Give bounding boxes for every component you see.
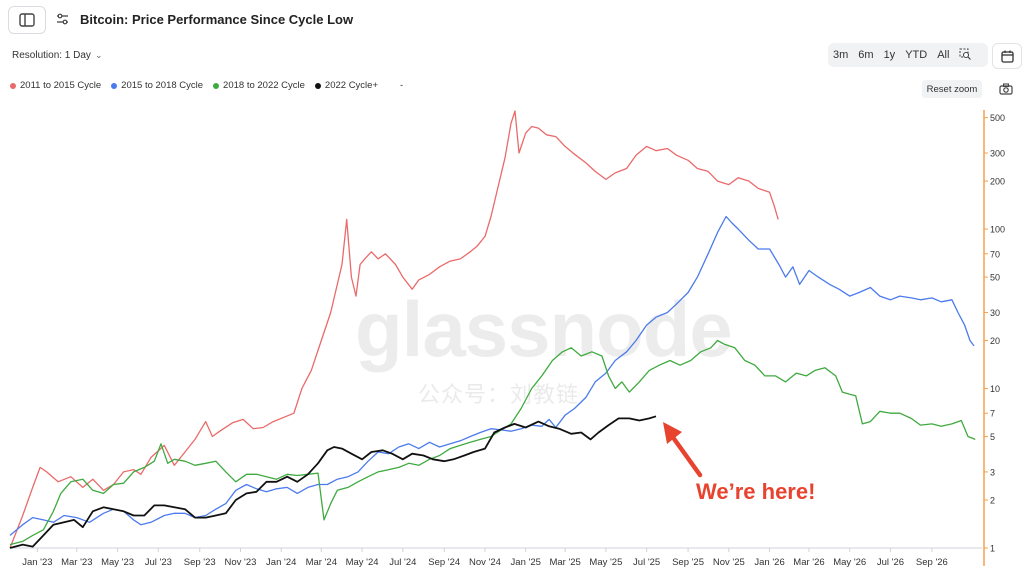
x-tick-label: May '26	[833, 557, 866, 568]
range-ytd-button[interactable]: YTD	[905, 49, 928, 61]
range-6m-button[interactable]: 6m	[858, 49, 874, 61]
x-tick-label: Jan '23	[22, 557, 52, 568]
x-tick-label: Sep '26	[916, 557, 948, 568]
x-tick-label: Nov '25	[713, 557, 745, 568]
x-tick-label: Sep '24	[428, 557, 460, 568]
x-tick-label: Mar '25	[549, 557, 580, 568]
y-tick-label: 30	[990, 308, 1000, 318]
y-tick-label: 1	[990, 544, 995, 554]
zoom-select-button[interactable]	[954, 48, 976, 63]
annotation-arrow-head	[663, 422, 682, 444]
legend-label: 2022 Cycle+	[324, 80, 378, 91]
x-tick-label: Jan '24	[266, 557, 296, 568]
legend-dot	[10, 82, 16, 89]
annotation-arrow-shaft	[669, 433, 703, 478]
y-tick-label: 10	[990, 384, 1000, 394]
range-1y-button[interactable]: 1y	[883, 49, 896, 61]
legend-item-2011-2015[interactable]: 2011 to 2015 Cycle	[10, 80, 101, 91]
x-tick-label: Mar '26	[793, 557, 824, 568]
x-tick-label: Jul '26	[877, 557, 904, 568]
legend-extra: -	[400, 80, 404, 91]
y-tick-label: 3	[990, 467, 995, 477]
legend-item-2022-plus[interactable]: 2022 Cycle+	[314, 80, 378, 91]
x-tick-label: Nov '24	[469, 557, 501, 568]
watermark-brand: glassnode	[355, 285, 733, 373]
range-selector: 3m 6m 1y YTD All	[828, 43, 988, 67]
resolution-dropdown[interactable]: Resolution: 1 Day ⌄	[12, 50, 102, 61]
chart-legend: 2011 to 2015 Cycle 2015 to 2018 Cycle 20…	[10, 80, 403, 91]
reset-zoom-button[interactable]: Reset zoom	[922, 80, 982, 98]
y-tick-label: 500	[990, 113, 1005, 123]
x-tick-label: Sep '25	[672, 557, 704, 568]
y-tick-label: 2	[990, 495, 995, 505]
x-tick-label: Sep '23	[184, 557, 216, 568]
x-tick-label: May '25	[589, 557, 622, 568]
date-range-button[interactable]	[992, 43, 1022, 69]
series-line-4	[9, 415, 657, 549]
watermark-cn: 公众号：刘教链	[418, 382, 580, 407]
legend-dot	[314, 82, 321, 89]
legend-label: 2011 to 2015 Cycle	[20, 80, 102, 91]
range-all-button[interactable]: All	[937, 49, 950, 61]
series-line-2	[9, 215, 975, 536]
y-tick-label: 5	[990, 432, 995, 442]
legend-dot	[111, 82, 118, 89]
y-tick-label: 50	[990, 273, 1000, 283]
calendar-icon	[1000, 50, 1014, 63]
y-tick-label: 7	[990, 409, 995, 419]
legend-dot	[213, 82, 220, 89]
y-tick-label: 100	[990, 225, 1005, 235]
export-image-button[interactable]	[996, 80, 1016, 98]
x-tick-label: Mar '23	[61, 557, 92, 568]
top-bar: Bitcoin: Price Performance Since Cycle L…	[0, 0, 1024, 40]
camera-icon	[999, 83, 1013, 95]
series-line-1	[9, 110, 779, 549]
x-tick-label: May '23	[101, 557, 134, 568]
x-tick-label: May '24	[346, 557, 379, 568]
range-3m-button[interactable]: 3m	[833, 49, 849, 61]
legend-label: 2018 to 2022 Cycle	[223, 80, 305, 91]
y-tick-label: 20	[990, 336, 1000, 346]
y-tick-label: 70	[990, 249, 1000, 259]
resolution-label: Resolution: 1 Day	[12, 50, 91, 61]
metric-settings-button[interactable]	[55, 12, 69, 26]
chevron-down-icon: ⌄	[94, 50, 103, 60]
zoom-select-icon	[959, 48, 972, 60]
x-tick-label: Jul '24	[389, 557, 416, 568]
x-tick-label: Jul '25	[633, 557, 660, 568]
x-tick-label: Nov '23	[225, 557, 257, 568]
x-tick-label: Jan '25	[511, 557, 541, 568]
x-tick-label: Jan '26	[754, 557, 784, 568]
sidebar-icon	[19, 13, 35, 27]
sliders-icon	[56, 13, 68, 25]
legend-label: 2015 to 2018 Cycle	[121, 80, 204, 91]
y-tick-label: 300	[990, 149, 1005, 159]
price-performance-chart: 500 300 200 100 70 50 30 20 10 7 5 3 2 1 Jan '23 Mar '2…	[9, 110, 1005, 568]
legend-item-2018-2022[interactable]: 2018 to 2022 Cycle	[213, 80, 305, 91]
series-line-3	[9, 339, 976, 546]
y-tick-label: 200	[990, 177, 1005, 187]
x-tick-label: Jul '23	[145, 557, 172, 568]
annotation-label: We’re here!	[696, 479, 816, 504]
sidebar-toggle-button[interactable]	[8, 6, 46, 34]
x-tick-label: Mar '24	[306, 557, 337, 568]
legend-item-2015-2018[interactable]: 2015 to 2018 Cycle	[111, 80, 203, 91]
chart-title: Bitcoin: Price Performance Since Cycle L…	[80, 12, 354, 27]
